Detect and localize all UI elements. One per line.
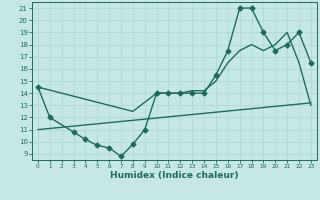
X-axis label: Humidex (Indice chaleur): Humidex (Indice chaleur) [110, 171, 239, 180]
